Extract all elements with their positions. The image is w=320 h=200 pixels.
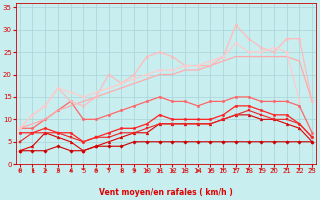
X-axis label: Vent moyen/en rafales ( km/h ): Vent moyen/en rafales ( km/h ): [99, 188, 233, 197]
